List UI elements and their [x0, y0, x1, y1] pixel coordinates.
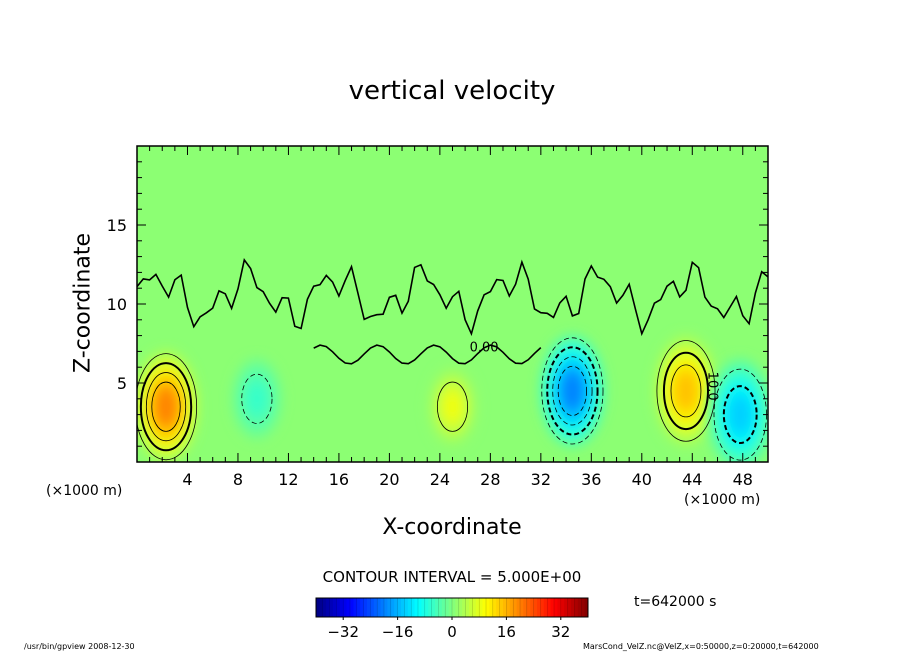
x-tick-label-40: 40: [632, 470, 652, 489]
contour-0-2: [145, 372, 187, 442]
x-axis-label: X-coordinate: [382, 515, 522, 540]
x-unit-right: (×1000 m): [684, 492, 761, 508]
velocity-field: [137, 146, 768, 462]
footer-program: /usr/bin/gpview 2008-12-30: [24, 642, 135, 651]
feature-updraft-4: [653, 334, 719, 448]
x-tick-label-32: 32: [531, 470, 551, 489]
x-tick-label-24: 24: [430, 470, 450, 489]
y-tick-label-5: 5: [117, 374, 127, 393]
y-tick-label-15: 15: [107, 216, 127, 235]
y-tick-label-10: 10: [107, 295, 127, 314]
feature-downdraft-3: [539, 334, 605, 448]
contour-4-0: [656, 340, 716, 442]
contour-interval: CONTOUR INTERVAL = 5.000E+00: [322, 568, 582, 586]
x-tick-label-44: 44: [682, 470, 702, 489]
zero-contour-lower: [313, 344, 542, 365]
contour-5-1: [722, 385, 758, 445]
colorbar-tick-label-32: 32: [551, 623, 570, 641]
zero-contour: [137, 257, 768, 337]
colorbar-tick-label-16: 16: [497, 623, 516, 641]
contour-4-2: [670, 364, 702, 418]
x-tick-label-16: 16: [329, 470, 349, 489]
x-tick-label-28: 28: [480, 470, 500, 489]
contour-label-0: 0.00: [470, 340, 499, 355]
contour-lines: [137, 257, 768, 461]
contour-0-0: [137, 353, 198, 461]
x-tick-label-36: 36: [581, 470, 601, 489]
chart-title: vertical velocity: [348, 76, 556, 106]
contour-3-3: [557, 365, 588, 416]
feature-updraft-0: [137, 350, 199, 462]
x-unit-left: (×1000 m): [46, 483, 123, 499]
contour-0-1: [139, 362, 193, 452]
x-tick-label-12: 12: [278, 470, 298, 489]
contour-3-2: [552, 356, 593, 426]
colorbar-tick-label--32: −32: [327, 623, 359, 641]
contour-1-0: [241, 373, 273, 424]
feature-downdraft-5: [707, 358, 768, 462]
contour-2-0: [436, 381, 469, 432]
colorbar-tick-label--16: −16: [382, 623, 414, 641]
contour-4-1: [662, 351, 710, 431]
time-label: t=642000 s: [634, 594, 717, 610]
contour-0-3: [151, 381, 181, 432]
x-tick-label-48: 48: [733, 470, 753, 489]
x-tick-label-4: 4: [182, 470, 192, 489]
colorbar-tick-label-0: 0: [447, 623, 457, 641]
colorbar-cells: [315, 598, 589, 617]
x-tick-label-8: 8: [233, 470, 243, 489]
contour-3-0: [541, 337, 604, 445]
x-tick-label-20: 20: [379, 470, 399, 489]
footer-source: MarsCond_VelZ.nc@VelZ,x=0:50000,z=0:2000…: [583, 642, 819, 651]
contour-label-1: 10.0: [705, 372, 720, 401]
contour-3-1: [546, 346, 599, 436]
